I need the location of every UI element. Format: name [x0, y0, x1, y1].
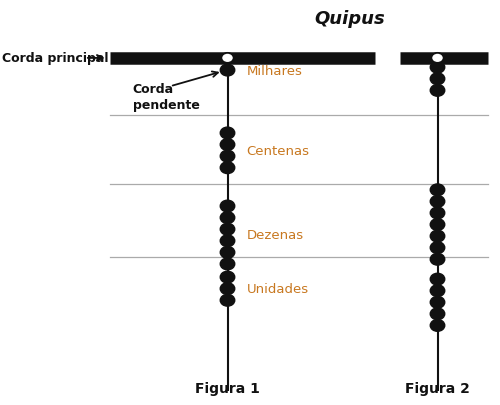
- Circle shape: [430, 242, 445, 254]
- Circle shape: [220, 283, 235, 295]
- Circle shape: [430, 285, 445, 297]
- Text: Corda principal: Corda principal: [2, 52, 109, 65]
- Text: Unidades: Unidades: [246, 282, 308, 296]
- Circle shape: [430, 274, 445, 285]
- Circle shape: [430, 196, 445, 208]
- Circle shape: [430, 296, 445, 309]
- Circle shape: [430, 184, 445, 196]
- Circle shape: [432, 54, 444, 64]
- Text: Figura 1: Figura 1: [195, 381, 260, 395]
- Circle shape: [220, 258, 235, 270]
- Circle shape: [430, 219, 445, 231]
- Circle shape: [222, 54, 234, 64]
- Circle shape: [220, 212, 235, 224]
- Circle shape: [430, 320, 445, 331]
- Circle shape: [430, 308, 445, 320]
- Circle shape: [430, 85, 445, 97]
- Circle shape: [220, 200, 235, 212]
- Circle shape: [430, 62, 445, 74]
- Text: Centenas: Centenas: [246, 145, 310, 158]
- Circle shape: [430, 254, 445, 266]
- Circle shape: [220, 128, 235, 139]
- Circle shape: [430, 230, 445, 242]
- Circle shape: [430, 74, 445, 85]
- Circle shape: [220, 235, 235, 247]
- Text: Dezenas: Dezenas: [246, 229, 304, 242]
- Circle shape: [220, 247, 235, 259]
- Circle shape: [220, 271, 235, 284]
- Circle shape: [220, 139, 235, 151]
- Text: Figura 2: Figura 2: [405, 381, 470, 395]
- Circle shape: [220, 151, 235, 162]
- Circle shape: [220, 224, 235, 235]
- Circle shape: [430, 207, 445, 220]
- Circle shape: [220, 162, 235, 174]
- Circle shape: [220, 295, 235, 306]
- Text: Quipus: Quipus: [314, 10, 386, 28]
- Text: Milhares: Milhares: [246, 64, 302, 77]
- Text: Corda
pendente: Corda pendente: [132, 83, 200, 112]
- Circle shape: [220, 65, 235, 77]
